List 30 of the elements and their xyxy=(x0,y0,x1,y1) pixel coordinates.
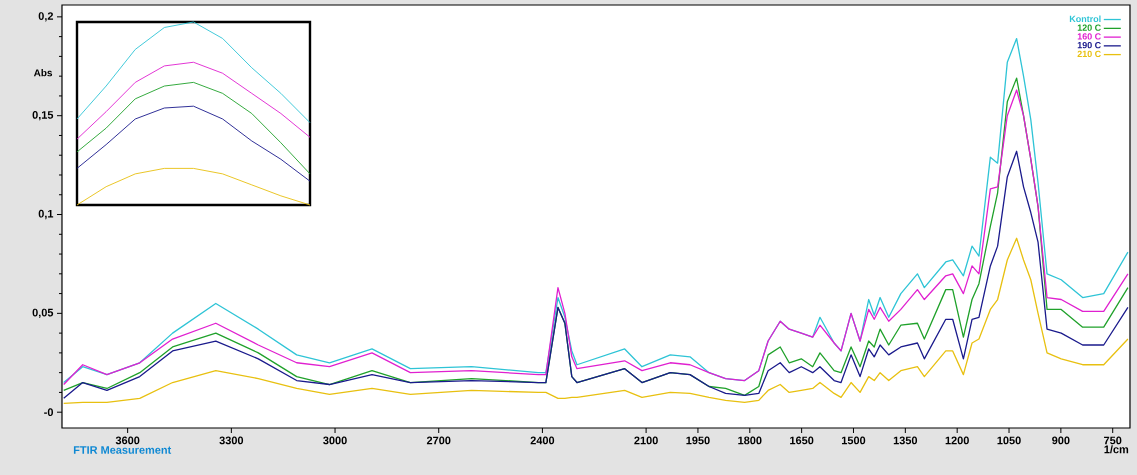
y-axis-title: Abs xyxy=(33,69,53,77)
legend-label: 160 C xyxy=(1077,33,1101,40)
x-tick-label: 1200 xyxy=(945,436,969,445)
x-tick-label: 1350 xyxy=(893,436,918,445)
x-tick-label: 1800 xyxy=(738,436,762,445)
legend-label: 210 C xyxy=(1077,50,1101,58)
x-tick-label: 1500 xyxy=(841,436,866,445)
x-tick-label: 2400 xyxy=(530,436,555,445)
legend-label: Kontrol xyxy=(1069,15,1101,23)
x-tick-label: 750 xyxy=(1104,436,1122,445)
x-tick-label: 3000 xyxy=(323,436,347,445)
x-tick-label: 2700 xyxy=(426,436,451,445)
legend-label: 120 C xyxy=(1077,24,1101,31)
line-series xyxy=(63,237,1129,404)
y-tick-label: 0,15 xyxy=(32,111,54,121)
x-tick-label: 1650 xyxy=(790,436,814,445)
line-series xyxy=(63,150,1129,399)
y-tick-label: 0,05 xyxy=(32,308,54,319)
x-tick-label: 1050 xyxy=(997,436,1021,445)
y-tick-label: -0 xyxy=(44,408,54,417)
x-tick-label: 3600 xyxy=(115,436,140,445)
legend-label: 190 C xyxy=(1077,41,1101,49)
x-tick-label: 3300 xyxy=(219,436,244,445)
y-tick-label: 0,2 xyxy=(38,12,54,22)
y-tick-label: 0,1 xyxy=(38,209,54,220)
x-tick-label: 2100 xyxy=(634,436,658,445)
x-axis-title: 1/cm xyxy=(1104,445,1129,454)
x-tick-label: 900 xyxy=(1052,436,1070,445)
text: FTIR Measurement xyxy=(73,446,172,454)
x-tick-label: 1950 xyxy=(686,436,710,445)
